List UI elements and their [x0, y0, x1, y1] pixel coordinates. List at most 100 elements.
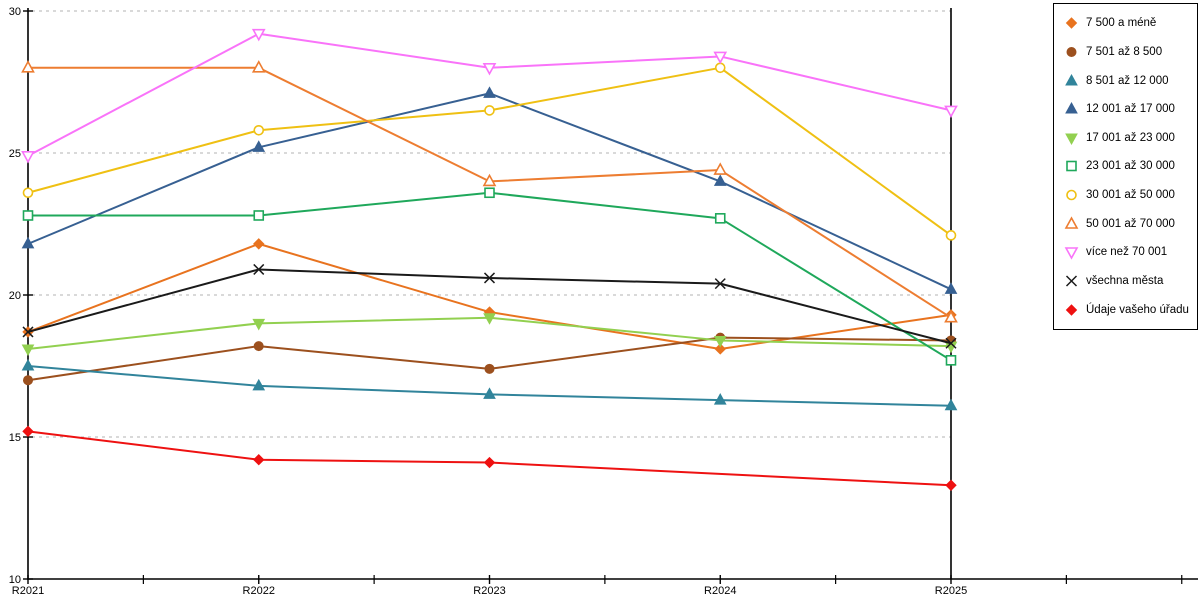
data-point-marker [1066, 46, 1077, 57]
data-point-marker [1065, 133, 1078, 145]
data-point-marker [1065, 73, 1078, 86]
data-point-marker [22, 425, 34, 438]
data-point-marker [483, 313, 496, 325]
data-point-marker [714, 62, 726, 74]
data-point-marker [484, 363, 495, 374]
legend-item: všechna města [1064, 274, 1195, 288]
legend-label: 17 001 až 23 000 [1086, 131, 1175, 144]
data-point-marker [945, 479, 957, 491]
data-point-marker [713, 162, 728, 175]
legend-marker-icon [1064, 216, 1079, 229]
legend-marker-icon [1065, 102, 1078, 114]
y-axis-tick-label: 20 [9, 290, 21, 302]
data-point-marker [482, 63, 497, 76]
data-point-marker [944, 398, 958, 411]
data-point-marker [1064, 247, 1079, 260]
data-point-marker [483, 272, 496, 284]
legend-item: Údaje vašeho úřadu [1064, 303, 1195, 317]
legend-label: 7 500 a méně [1086, 17, 1157, 30]
data-point-marker [253, 341, 264, 352]
legend-label: všechna města [1086, 274, 1164, 287]
data-point-marker [253, 210, 265, 221]
data-point-marker [21, 60, 35, 73]
data-point-marker [944, 310, 958, 323]
data-point-marker [945, 337, 957, 349]
legend-label: 23 001 až 30 000 [1086, 160, 1175, 173]
legend-label: více než 70 001 [1086, 246, 1168, 259]
data-point-marker [945, 355, 957, 366]
legend-marker-icon [1065, 73, 1078, 86]
data-point-marker [713, 393, 727, 405]
data-point-marker [22, 326, 34, 338]
legend-marker-icon [1066, 46, 1077, 57]
data-point-marker [944, 105, 958, 119]
data-point-marker [714, 213, 726, 224]
data-point-marker [1066, 189, 1077, 201]
data-point-marker [251, 28, 266, 42]
data-point-marker [21, 358, 35, 371]
data-point-marker [714, 343, 726, 355]
chart-legend: 7 500 a méně 7 501 až 8 500 8 501 až 12 00… [1053, 3, 1198, 330]
data-point-marker [713, 335, 727, 348]
data-point-marker [1064, 216, 1079, 229]
data-point-marker [713, 174, 727, 186]
data-point-marker [22, 187, 34, 199]
legend-item: 23 001 až 30 000 [1064, 159, 1195, 173]
data-point-marker [252, 140, 266, 152]
legend-item: 7 501 až 8 500 [1064, 45, 1195, 59]
legend-label: 12 001 až 17 000 [1086, 103, 1175, 116]
legend-label: 7 501 až 8 500 [1086, 45, 1163, 58]
data-point-marker [21, 236, 35, 249]
data-point-marker [1065, 275, 1078, 287]
data-point-marker [944, 282, 958, 294]
data-point-marker [21, 151, 35, 164]
data-point-marker [21, 344, 35, 356]
data-point-marker [1066, 161, 1077, 172]
legend-marker-icon [1066, 189, 1077, 201]
data-point-marker [1065, 303, 1078, 316]
legend-marker-icon [1065, 133, 1078, 145]
data-point-marker [484, 105, 495, 116]
legend-item: 8 501 až 12 000 [1064, 73, 1195, 88]
data-point-marker [714, 278, 726, 290]
y-axis-tick-label: 15 [9, 432, 21, 444]
x-axis-tick-label: R2025 [935, 585, 967, 597]
legend-item: 12 001 až 17 000 [1064, 102, 1195, 116]
legend-label: 30 001 až 50 000 [1086, 189, 1175, 202]
data-point-marker [945, 230, 957, 241]
data-point-marker [253, 263, 265, 275]
legend-item: 50 001 až 70 000 [1064, 216, 1195, 231]
data-point-marker [252, 318, 266, 331]
legend-marker-icon [1065, 17, 1078, 30]
data-point-marker [1065, 102, 1078, 114]
legend-item: více než 70 001 [1064, 245, 1195, 260]
data-point-marker [251, 60, 266, 73]
series-line [27, 430, 952, 487]
legend-label: 50 001 až 70 000 [1086, 217, 1175, 230]
legend-item: 30 001 až 50 000 [1064, 188, 1195, 202]
y-axis-tick-label: 30 [9, 6, 21, 18]
data-point-marker [483, 387, 496, 399]
data-point-marker [482, 173, 497, 187]
data-point-marker [253, 454, 265, 466]
data-point-marker [253, 238, 265, 250]
legend-item: 7 500 a méně [1064, 16, 1195, 30]
legend-marker-icon [1064, 247, 1079, 260]
legend-marker-icon [1065, 275, 1078, 287]
legend-marker-icon [1066, 161, 1077, 172]
legend-label: Údaje vašeho úřadu [1086, 303, 1189, 316]
legend-marker-icon [1065, 303, 1078, 316]
data-point-marker [484, 187, 495, 199]
data-point-marker [252, 378, 266, 391]
data-point-marker [22, 210, 34, 221]
x-axis-tick-label: R2021 [12, 585, 44, 597]
data-point-marker [483, 86, 496, 98]
y-axis-tick-label: 25 [9, 148, 21, 160]
x-axis-tick-label: R2024 [704, 585, 736, 597]
data-point-marker [253, 124, 265, 136]
y-axis-tick-label: 10 [9, 574, 21, 586]
x-axis-tick-label: R2022 [243, 585, 275, 597]
data-point-marker [1065, 17, 1078, 30]
legend-item: 17 001 až 23 000 [1064, 131, 1195, 145]
